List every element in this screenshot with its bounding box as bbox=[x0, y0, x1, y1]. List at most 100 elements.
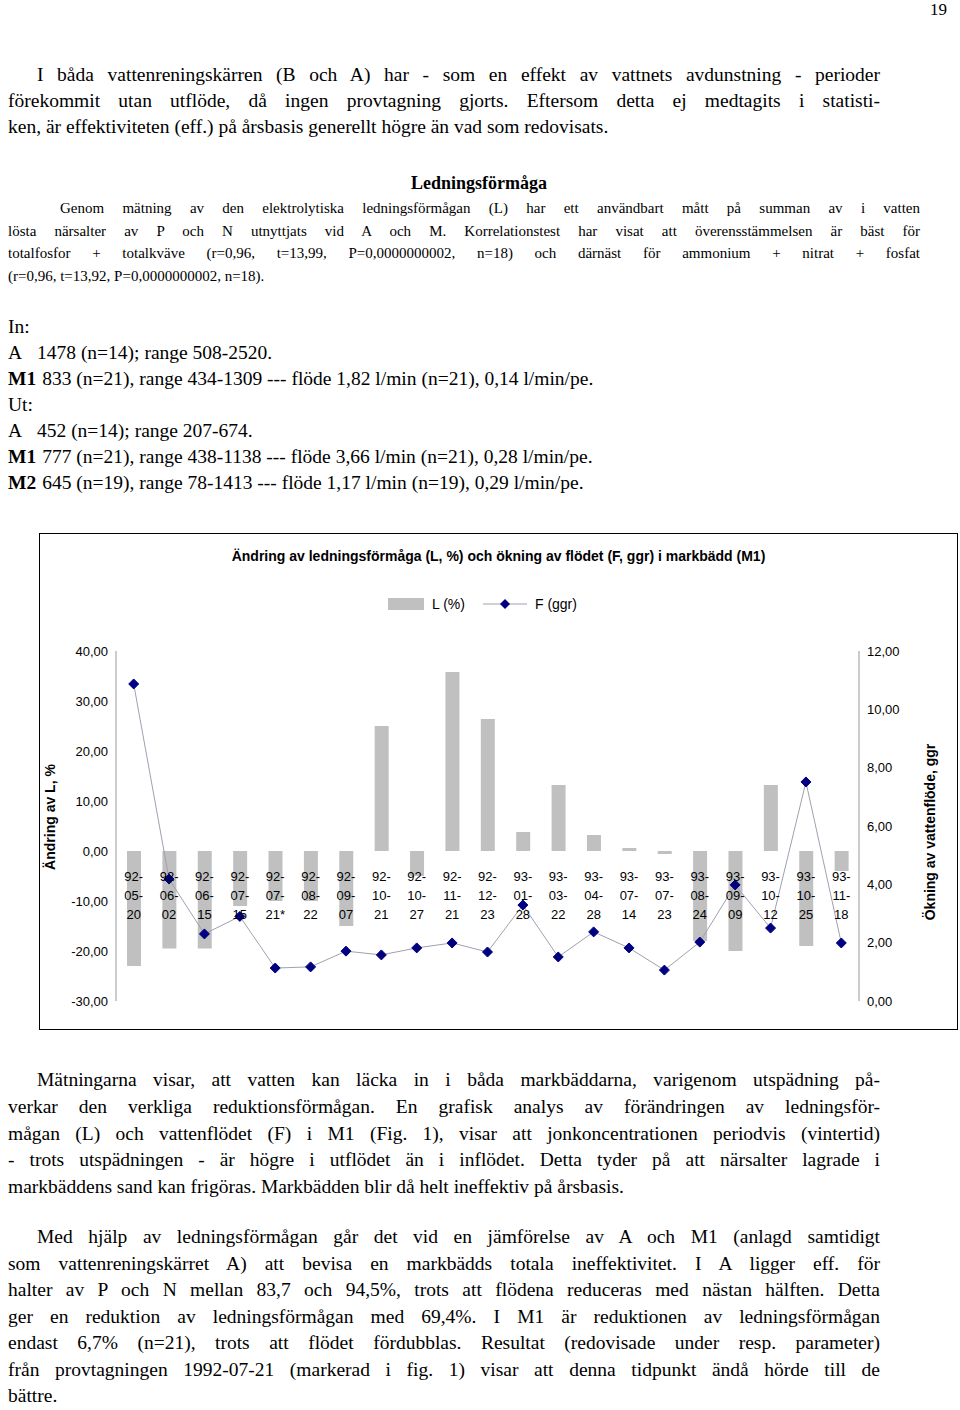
svg-text:-20,00: -20,00 bbox=[71, 944, 108, 959]
svg-text:01-: 01- bbox=[513, 888, 532, 903]
svg-text:22: 22 bbox=[551, 907, 565, 922]
svg-text:92-: 92- bbox=[478, 869, 497, 884]
html-text:Med hjälp av ledningsförmågan: Med hjälp av ledningsförmågan går det vi… bbox=[37, 1226, 880, 1247]
svg-text:06-: 06- bbox=[160, 888, 179, 903]
svg-text:92-: 92- bbox=[337, 869, 356, 884]
svg-text:09-: 09- bbox=[337, 888, 356, 903]
svg-text:07: 07 bbox=[339, 907, 353, 922]
svg-text:12: 12 bbox=[763, 907, 777, 922]
svg-text:04-: 04- bbox=[584, 888, 603, 903]
svg-text:4,00: 4,00 bbox=[867, 877, 892, 892]
svg-text:-30,00: -30,00 bbox=[71, 994, 108, 1009]
svg-text:12,00: 12,00 bbox=[867, 644, 900, 659]
svg-text:93-: 93- bbox=[620, 869, 639, 884]
html-text:M1 833 (n=21), range 434-1309: M1 833 (n=21), range 434-1309 --- flöde … bbox=[8, 368, 594, 389]
svg-text:22: 22 bbox=[303, 907, 317, 922]
svg-text:28: 28 bbox=[516, 907, 530, 922]
svg-text:2,00: 2,00 bbox=[867, 935, 892, 950]
svg-text:93-: 93- bbox=[797, 869, 816, 884]
svg-text:08-: 08- bbox=[301, 888, 320, 903]
svg-text:0,00: 0,00 bbox=[867, 994, 892, 1009]
html-text:förekommit utan utflöde, då in: förekommit utan utflöde, då ingen provta… bbox=[8, 90, 880, 111]
svg-text:25: 25 bbox=[799, 907, 813, 922]
svg-text:40,00: 40,00 bbox=[75, 644, 108, 659]
svg-text:-10,00: -10,00 bbox=[71, 894, 108, 909]
html-text:452 (n=14); range 207-674.: 452 (n=14); range 207-674. bbox=[37, 420, 253, 441]
svg-text:27: 27 bbox=[410, 907, 424, 922]
svg-text:92-: 92- bbox=[230, 869, 249, 884]
svg-text:21*: 21* bbox=[265, 907, 285, 922]
svg-text:10-: 10- bbox=[761, 888, 780, 903]
svg-text:23: 23 bbox=[480, 907, 494, 922]
svg-text:92-: 92- bbox=[407, 869, 426, 884]
svg-text:93-: 93- bbox=[549, 869, 568, 884]
svg-text:0,00: 0,00 bbox=[83, 844, 108, 859]
svg-text:10,00: 10,00 bbox=[867, 702, 900, 717]
html-text:bättre.: bättre. bbox=[8, 1385, 58, 1406]
svg-text:14: 14 bbox=[622, 907, 636, 922]
svg-text:10,00: 10,00 bbox=[75, 794, 108, 809]
svg-text:24: 24 bbox=[693, 907, 707, 922]
svg-text:15: 15 bbox=[197, 907, 211, 922]
html-text:som vattenreningskärret A) att: som vattenreningskärret A) att bevisa en… bbox=[8, 1252, 880, 1274]
svg-text:92-: 92- bbox=[443, 869, 462, 884]
html-text:verkar den verkliga reduktions: verkar den verkliga reduktionsförmågan. … bbox=[8, 1095, 880, 1117]
svg-text:92-: 92- bbox=[266, 869, 285, 884]
svg-text:20: 20 bbox=[126, 907, 140, 922]
html-text:Mätningarna visar, att vatten: Mätningarna visar, att vatten kan läcka … bbox=[37, 1069, 880, 1090]
html-text:halter av P och N mellan 83,7: halter av P och N mellan 83,7 och 94,5%,… bbox=[8, 1279, 880, 1300]
svg-text:93-: 93- bbox=[655, 869, 674, 884]
svg-text:92-: 92- bbox=[160, 869, 179, 884]
svg-text:07-: 07- bbox=[620, 888, 639, 903]
svg-text:93-: 93- bbox=[690, 869, 709, 884]
svg-text:18: 18 bbox=[834, 907, 848, 922]
svg-text:21: 21 bbox=[445, 907, 459, 922]
svg-text:28: 28 bbox=[586, 907, 600, 922]
html-text:M2 645 (n=19), range 78-1413 -: M2 645 (n=19), range 78-1413 --- flöde 1… bbox=[8, 472, 584, 493]
svg-text:93-: 93- bbox=[832, 869, 851, 884]
svg-text:93-: 93- bbox=[761, 869, 780, 884]
svg-text:30,00: 30,00 bbox=[75, 694, 108, 709]
html-text:M1 777 (n=21), range 438-1138: M1 777 (n=21), range 438-1138 --- flöde … bbox=[8, 446, 593, 467]
svg-text:02: 02 bbox=[162, 907, 176, 922]
svg-text:10-: 10- bbox=[407, 888, 426, 903]
svg-text:92-: 92- bbox=[195, 869, 214, 884]
svg-text:93-: 93- bbox=[726, 869, 745, 884]
html-text:endast 6,7% (n=21), trots att: endast 6,7% (n=21), trots att flödet för… bbox=[8, 1332, 880, 1353]
html-text:mågan (L) och vattenflödet (F): mågan (L) och vattenflödet (F) i M1 (Fig… bbox=[8, 1122, 880, 1144]
html-text:ger en reduktion av ledningsfö: ger en reduktion av ledningsförmågan med… bbox=[8, 1305, 880, 1327]
html-text:1478 (n=14); range 508-2520.: 1478 (n=14); range 508-2520. bbox=[37, 342, 273, 363]
svg-text:06-: 06- bbox=[195, 888, 214, 903]
html-text:från provtagningen 1992-07-21: från provtagningen 1992-07-21 (markerad … bbox=[8, 1358, 880, 1380]
svg-text:20,00: 20,00 bbox=[75, 744, 108, 759]
svg-text:10-: 10- bbox=[797, 888, 816, 903]
svg-text:92-: 92- bbox=[124, 869, 143, 884]
svg-text:03-: 03- bbox=[549, 888, 568, 903]
html-text:I båda vattenreningskärren (B: I båda vattenreningskärren (B och A) har… bbox=[37, 64, 880, 85]
svg-text:07-: 07- bbox=[655, 888, 674, 903]
svg-text:09-: 09- bbox=[726, 888, 745, 903]
svg-text:93-: 93- bbox=[513, 869, 532, 884]
svg-text:11-: 11- bbox=[832, 888, 850, 903]
svg-text:05-: 05- bbox=[124, 888, 143, 903]
svg-text:09: 09 bbox=[728, 907, 742, 922]
html-text:Ut:: Ut: bbox=[8, 394, 33, 415]
svg-text:92-: 92- bbox=[301, 869, 320, 884]
svg-text:21: 21 bbox=[374, 907, 388, 922]
html-text:In:: In: bbox=[8, 316, 30, 337]
html-text:- trots utspädningen - är högr: - trots utspädningen - är högre i utflöd… bbox=[8, 1149, 880, 1171]
svg-text:11-: 11- bbox=[443, 888, 461, 903]
svg-text:10-: 10- bbox=[372, 888, 391, 903]
svg-text:07-: 07- bbox=[266, 888, 285, 903]
svg-text:6,00: 6,00 bbox=[867, 819, 892, 834]
svg-text:23: 23 bbox=[657, 907, 671, 922]
html-text:markbäddens sand kan frigöras.: markbäddens sand kan frigöras. Markbädde… bbox=[8, 1176, 624, 1198]
svg-text:8,00: 8,00 bbox=[867, 760, 892, 775]
svg-text:12-: 12- bbox=[478, 888, 497, 903]
html-text:ken, är effektiviteten (eff.): ken, är effektiviteten (eff.) på årsbasi… bbox=[8, 116, 609, 137]
svg-text:93-: 93- bbox=[584, 869, 603, 884]
svg-text:92-: 92- bbox=[372, 869, 391, 884]
svg-text:15: 15 bbox=[233, 907, 247, 922]
svg-text:08-: 08- bbox=[690, 888, 709, 903]
svg-text:07-: 07- bbox=[230, 888, 249, 903]
